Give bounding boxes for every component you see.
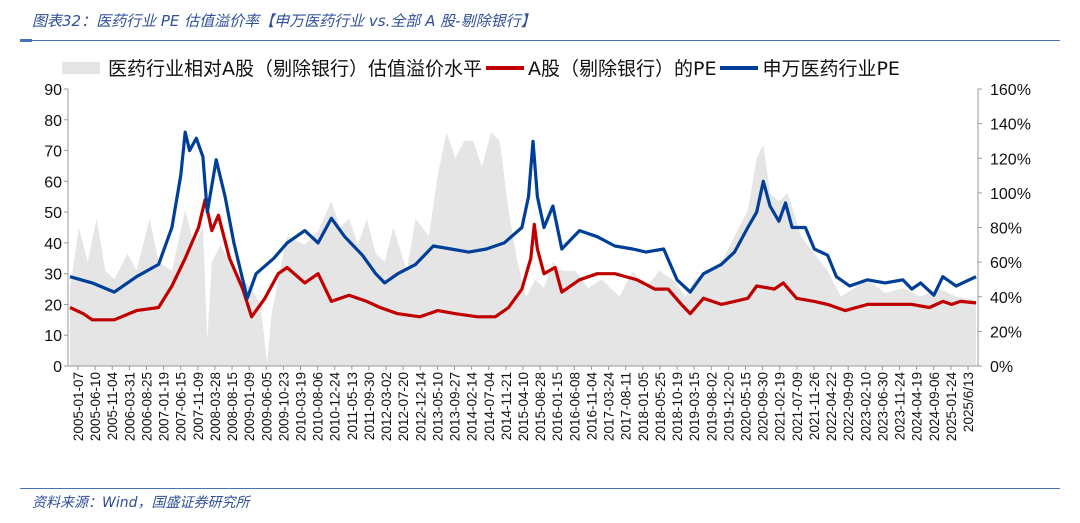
legend-item-pharma-pe: 申万医药行业PE xyxy=(720,54,900,81)
x-tick-label: 2016-06-08 xyxy=(567,372,582,441)
x-tick-label: 2010-03-19 xyxy=(294,372,309,441)
left-tick-label: 90 xyxy=(44,82,62,99)
x-tick-label: 2016-01-15 xyxy=(550,372,565,441)
left-tick-label: 30 xyxy=(44,267,62,284)
x-tick-label: 2018-01-05 xyxy=(636,372,651,441)
right-tick-label: 80% xyxy=(990,221,1022,238)
left-tick-label: 40 xyxy=(44,236,62,253)
x-tick-label: 2007-11-09 xyxy=(191,372,206,440)
source-note: 资料来源：Wind，国盛证券研究所 xyxy=(32,495,250,511)
left-tick-label: 20 xyxy=(44,297,62,314)
legend-label-premium: 医药行业相对A股（剔除银行）估值溢价水平 xyxy=(108,58,482,80)
x-tick-label: 2007-01-19 xyxy=(157,372,172,441)
x-tick-label: 2021-02-19 xyxy=(773,372,788,441)
legend-label-ashare-pe: A股（剔除银行）的PE xyxy=(528,58,717,80)
x-tick-label: 2005-06-10 xyxy=(88,372,103,441)
x-tick-label: 2014-02-14 xyxy=(465,372,480,442)
legend-item-premium: 医药行业相对A股（剔除银行）估值溢价水平 xyxy=(62,54,482,81)
right-tick-label: 100% xyxy=(990,186,1031,203)
x-tick-label: 2012-07-20 xyxy=(396,372,411,441)
legend-item-ashare-pe: A股（剔除银行）的PE xyxy=(486,54,716,81)
x-tick-label: 2016-11-04 xyxy=(584,372,599,441)
footer-divider xyxy=(20,488,1060,489)
figure-title: 图表32：医药行业 PE 估值溢价率【申万医药行业 vs.全部 A 股-剔除银行… xyxy=(32,12,536,30)
x-tick-label: 2008-08-15 xyxy=(225,372,240,441)
legend-label-pharma-pe: 申万医药行业PE xyxy=(762,58,900,80)
x-tick-label: 2012-03-02 xyxy=(379,372,394,441)
x-tick-label: 2019-12-20 xyxy=(721,372,736,441)
right-tick-label: 20% xyxy=(990,324,1022,341)
x-tick-label: 2025-01-24 xyxy=(944,372,959,442)
x-tick-label: 2022-09-09 xyxy=(841,372,856,441)
left-tick-label: 60 xyxy=(44,174,62,191)
x-tick-label: 2015-08-28 xyxy=(533,372,548,441)
x-tick-label: 2010-12-24 xyxy=(328,372,343,442)
x-tick-label: 2020-05-15 xyxy=(739,372,754,441)
chart-legend: 医药行业相对A股（剔除银行）估值溢价水平 A股（剔除银行）的PE 申万医药行业P… xyxy=(62,54,904,81)
right-tick-label: 120% xyxy=(990,151,1031,168)
left-tick-label: 50 xyxy=(44,205,62,222)
legend-swatch-ashare-pe xyxy=(486,65,524,70)
x-tick-label: 2023-11-24 xyxy=(893,372,908,441)
x-tick-label: 2014-07-04 xyxy=(482,372,497,442)
x-tick-label: 2017-08-11 xyxy=(619,372,634,440)
x-tick-label: 2009-10-23 xyxy=(276,372,291,441)
x-tick-label: 2013-09-27 xyxy=(448,372,463,441)
premium-area xyxy=(70,132,976,366)
x-tick-label: 2005-11-04 xyxy=(105,372,120,441)
x-tick-label: 2024-09-06 xyxy=(927,372,942,441)
x-tick-label: 2006-08-25 xyxy=(139,372,154,441)
x-tick-label: 2012-12-14 xyxy=(413,372,428,442)
right-tick-label: 0% xyxy=(990,359,1013,376)
x-tick-label: 2021-11-26 xyxy=(807,372,822,440)
x-tick-label: 2013-05-10 xyxy=(430,372,445,441)
x-tick-label: 2018-10-19 xyxy=(670,372,685,441)
x-tick-label: 2022-04-22 xyxy=(824,372,839,441)
x-tick-label: 2009-06-05 xyxy=(259,372,274,441)
x-tick-label: 2009-01-09 xyxy=(242,372,257,441)
x-tick-label: 2025/6/13 xyxy=(961,372,976,432)
left-tick-label: 10 xyxy=(44,328,62,345)
right-tick-label: 40% xyxy=(990,290,1022,307)
x-tick-label: 2019-08-02 xyxy=(704,372,719,441)
right-tick-label: 140% xyxy=(990,117,1031,134)
left-tick-label: 70 xyxy=(44,144,62,161)
x-tick-label: 2020-09-30 xyxy=(756,372,771,441)
ashare-pe-line xyxy=(69,198,977,322)
x-tick-label: 2011-05-13 xyxy=(345,372,360,440)
pharma-pe-line xyxy=(69,130,977,300)
right-tick-label: 60% xyxy=(990,255,1022,272)
x-tick-label: 2005-01-07 xyxy=(71,372,86,441)
x-tick-label: 2011-09-30 xyxy=(362,372,377,440)
right-tick-label: 160% xyxy=(990,82,1031,99)
x-tick-label: 2023-02-10 xyxy=(858,372,873,441)
x-tick-label: 2021-07-09 xyxy=(790,372,805,441)
legend-swatch-premium xyxy=(62,61,100,74)
x-tick-label: 2024-04-19 xyxy=(910,372,925,441)
x-tick-label: 2015-04-10 xyxy=(516,372,531,441)
x-tick-label: 2007-06-15 xyxy=(174,372,189,441)
legend-swatch-pharma-pe xyxy=(720,65,759,70)
x-tick-label: 2018-05-25 xyxy=(653,372,668,441)
x-tick-label: 2023-06-30 xyxy=(875,372,890,441)
x-tick-label: 2019-03-15 xyxy=(687,372,702,441)
x-tick-label: 2006-03-31 xyxy=(122,372,137,441)
x-tick-label: 2008-03-28 xyxy=(208,372,223,441)
x-tick-label: 2010-08-06 xyxy=(311,372,326,441)
left-tick-label: 0 xyxy=(53,359,62,376)
title-divider xyxy=(20,39,1060,42)
x-tick-label: 2017-03-24 xyxy=(602,372,617,442)
x-tick-label: 2014-11-21 xyxy=(499,372,514,440)
left-tick-label: 80 xyxy=(44,113,62,130)
